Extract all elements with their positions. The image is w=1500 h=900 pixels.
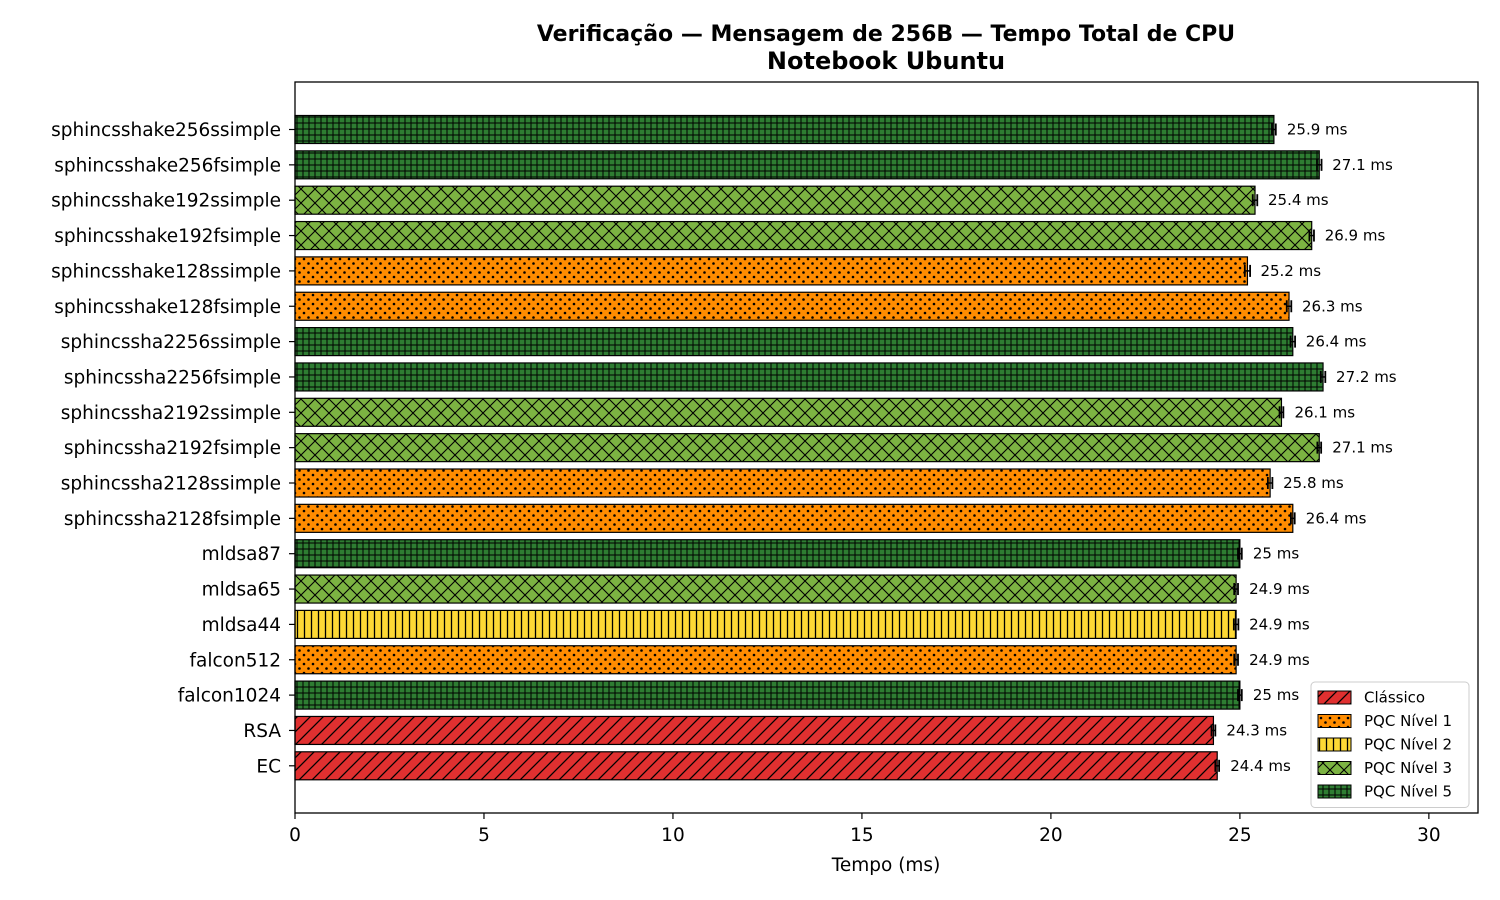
y-tick-label: sphincsshake128fsimple bbox=[54, 297, 281, 318]
chart-title: Verificação — Mensagem de 256B — Tempo T… bbox=[537, 22, 1235, 47]
x-tick-label: 15 bbox=[850, 825, 874, 846]
bar bbox=[294, 574, 1237, 604]
y-tick-label: mldsa87 bbox=[202, 544, 281, 565]
y-tick-label: sphincsshake256fsimple bbox=[54, 155, 281, 176]
legend-label: Clássico bbox=[1364, 689, 1425, 707]
bar bbox=[294, 609, 1237, 640]
data-label: 25.9 ms bbox=[1287, 121, 1348, 139]
data-label: 26.9 ms bbox=[1325, 227, 1386, 245]
legend-swatch bbox=[1317, 714, 1352, 728]
bar bbox=[294, 327, 1294, 357]
bar bbox=[294, 503, 1294, 533]
y-tick-label: sphincssha2192ssimple bbox=[61, 403, 281, 424]
y-tick-label: EC bbox=[256, 756, 281, 777]
y-tick-label: mldsa65 bbox=[202, 580, 281, 601]
y-tick-label: sphincsshake128ssimple bbox=[51, 261, 281, 282]
bar bbox=[294, 362, 1324, 392]
bar bbox=[294, 256, 1249, 286]
data-label: 26.4 ms bbox=[1306, 333, 1367, 351]
bar bbox=[294, 468, 1271, 498]
legend-label: PQC Nível 2 bbox=[1364, 736, 1452, 754]
y-tick-label: sphincssha2256ssimple bbox=[61, 332, 281, 353]
data-label: 27.1 ms bbox=[1332, 156, 1393, 174]
data-label: 25.8 ms bbox=[1283, 474, 1344, 492]
x-axis: 0 5 10 15 20 25 30 bbox=[289, 813, 1441, 846]
y-tick-label: mldsa44 bbox=[202, 615, 281, 636]
data-label: 25.2 ms bbox=[1260, 262, 1321, 280]
legend-swatch bbox=[1317, 784, 1352, 799]
x-tick-label: 20 bbox=[1039, 825, 1063, 846]
y-tick-label: sphincssha2256fsimple bbox=[64, 367, 281, 388]
chart-subtitle: Notebook Ubuntu bbox=[767, 47, 1005, 75]
y-tick-label: sphincssha2128fsimple bbox=[64, 509, 281, 530]
x-tick-label: 5 bbox=[478, 825, 490, 846]
legend-swatch bbox=[1317, 737, 1352, 752]
y-tick-label: sphincsshake192ssimple bbox=[51, 191, 281, 212]
data-label: 25 ms bbox=[1253, 545, 1299, 563]
bar bbox=[294, 433, 1320, 463]
legend-label: PQC Nível 3 bbox=[1364, 759, 1452, 777]
legend-label: PQC Nível 5 bbox=[1364, 783, 1452, 801]
y-tick-label: sphincssha2192fsimple bbox=[64, 438, 281, 459]
bar bbox=[294, 220, 1313, 251]
legend-box bbox=[1310, 681, 1470, 808]
x-tick-label: 10 bbox=[661, 825, 685, 846]
data-label: 24.4 ms bbox=[1230, 757, 1291, 775]
bar bbox=[294, 150, 1320, 180]
data-label: 25.4 ms bbox=[1268, 191, 1329, 209]
x-tick-label: 25 bbox=[1228, 825, 1252, 846]
plot-frame bbox=[294, 81, 1479, 814]
bar bbox=[294, 645, 1237, 675]
data-label: 27.1 ms bbox=[1332, 439, 1393, 457]
bar bbox=[294, 715, 1215, 746]
legend-swatch bbox=[1317, 761, 1352, 775]
data-label: 24.9 ms bbox=[1249, 651, 1310, 669]
data-label: 26.1 ms bbox=[1294, 403, 1355, 421]
y-tick-label: sphincsshake256ssimple bbox=[51, 120, 281, 141]
bar bbox=[294, 291, 1290, 321]
y-tick-label: sphincssha2128ssimple bbox=[61, 474, 281, 495]
bar bbox=[294, 539, 1241, 569]
legend-label: PQC Nível 1 bbox=[1364, 712, 1452, 730]
data-label: 24.3 ms bbox=[1226, 721, 1287, 739]
data-label: 25 ms bbox=[1253, 686, 1299, 704]
legend: Clássico PQC Nível 1 PQC Nível 2 PQC Nível … bbox=[1310, 681, 1470, 808]
data-label: 26.3 ms bbox=[1302, 297, 1363, 315]
data-label: 24.9 ms bbox=[1249, 580, 1310, 598]
y-tick-label: sphincsshake192fsimple bbox=[54, 226, 281, 247]
x-axis-label: Tempo (ms) bbox=[831, 855, 941, 876]
bar bbox=[294, 397, 1283, 427]
y-tick-label: RSA bbox=[243, 721, 281, 742]
x-tick-label: 0 bbox=[289, 825, 301, 846]
bar bbox=[294, 680, 1241, 710]
x-tick-label: 30 bbox=[1417, 825, 1441, 846]
data-label: 27.2 ms bbox=[1336, 368, 1397, 386]
y-tick-label: falcon1024 bbox=[178, 686, 281, 707]
y-tick-label: falcon512 bbox=[189, 650, 281, 671]
data-label: 24.9 ms bbox=[1249, 615, 1310, 633]
bar bbox=[294, 185, 1256, 215]
bar bbox=[294, 751, 1218, 781]
legend-swatch bbox=[1317, 690, 1352, 705]
data-label: 26.4 ms bbox=[1306, 509, 1367, 527]
y-axis: sphincsshake256ssimple sphincsshake256fsi… bbox=[51, 120, 295, 777]
bar bbox=[294, 114, 1275, 145]
